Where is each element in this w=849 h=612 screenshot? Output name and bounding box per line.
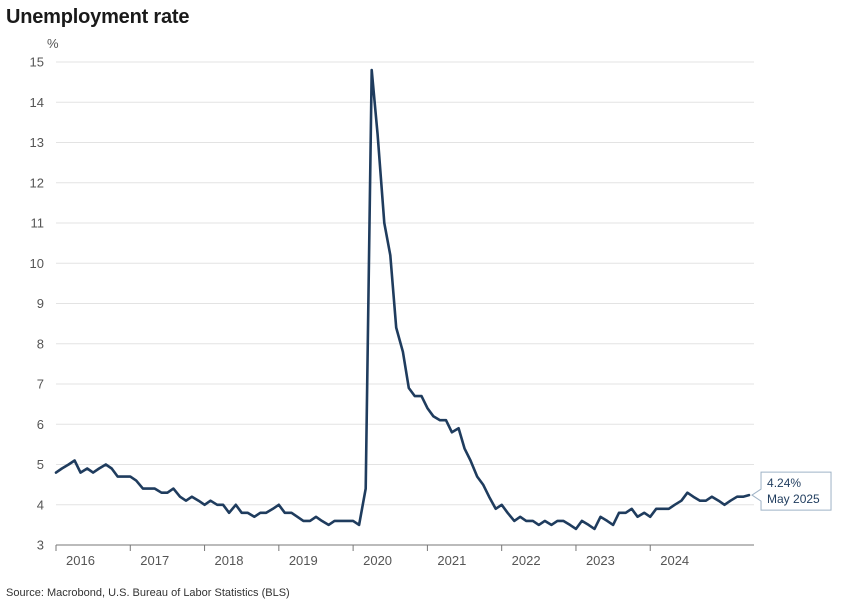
y-tick-label: 12 — [30, 175, 44, 190]
callout-box — [751, 471, 832, 511]
callout-value-label: 4.24% — [767, 476, 801, 490]
x-tick-label: 2021 — [437, 553, 466, 568]
series-group — [54, 68, 751, 531]
y-tick-label: 5 — [37, 457, 44, 472]
y-tick-label: 6 — [37, 417, 44, 432]
x-axis: 2016 2017 2018 2019 2020 2021 2022 2023 2024 — [55, 544, 754, 568]
x-tick-label: 2020 — [363, 553, 392, 568]
y-tick-label: 3 — [37, 538, 44, 553]
series-line — [54, 68, 751, 531]
callout-date-label: May 2025 — [767, 492, 820, 506]
x-tick-label: 2018 — [215, 553, 244, 568]
source-note: Source: Macrobond, U.S. Bureau of Labor … — [6, 587, 290, 599]
y-tick-label: 4 — [37, 497, 44, 512]
y-axis-ticks: 3 4 5 6 7 8 9 10 11 12 13 14 15 — [30, 55, 44, 553]
y-tick-label: 14 — [30, 95, 44, 110]
y-tick-label: 10 — [30, 256, 44, 271]
y-tick-label: 9 — [37, 296, 44, 311]
y-axis-unit-label: % — [47, 36, 59, 51]
x-tick-label: 2024 — [660, 553, 689, 568]
y-tick-label: 15 — [30, 55, 44, 70]
x-tick-label: 2016 — [66, 553, 95, 568]
y-tick-label: 13 — [30, 135, 44, 150]
last-value-callout: 4.24% May 2025 — [751, 471, 832, 511]
x-tick-label: 2022 — [512, 553, 541, 568]
x-tick-label: 2023 — [586, 553, 615, 568]
y-tick-label: 7 — [37, 377, 44, 392]
y-tick-label: 11 — [31, 216, 45, 231]
y-tick-label: 8 — [37, 336, 44, 351]
x-tick-label: 2017 — [140, 553, 169, 568]
x-tick-label: 2019 — [289, 553, 318, 568]
gridlines — [56, 61, 754, 506]
chart-title: Unemployment rate — [6, 6, 190, 28]
